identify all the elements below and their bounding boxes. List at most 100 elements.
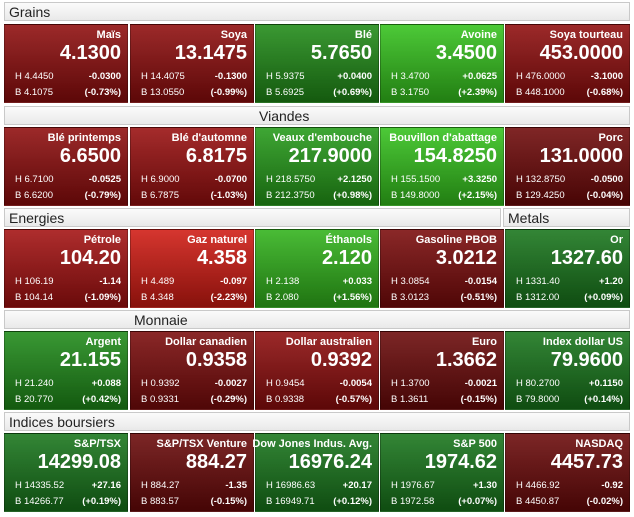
low-price: B 4450.87: [516, 496, 560, 507]
quote-tile: Argent 21.155 H 21.240 +0.088 B 20.770 (+0.42…: [4, 331, 128, 410]
high-price: H 1.3700: [391, 378, 430, 389]
percent-change: (+0.12%): [333, 496, 372, 507]
high-price: H 16986.63: [266, 480, 316, 491]
last-price: 1974.62: [424, 451, 497, 473]
last-price: 5.7650: [310, 42, 372, 64]
percent-change: (-0.15%): [460, 394, 497, 405]
section-header: Grains: [4, 2, 630, 21]
high-price: H 2.138: [266, 276, 300, 287]
last-price: 0.9358: [185, 349, 247, 371]
percent-change: (-0.15%): [210, 496, 247, 507]
quote-tile: S&P/TSX Venture 884.27 H 884.27 -1.35 B 883.…: [130, 433, 254, 512]
quote-tile: Veaux d'embouche 217.9000 H 218.5750 +2.125…: [255, 127, 379, 206]
percent-change: (-0.04%): [586, 190, 623, 201]
quote-tile: Blé printemps 6.6500 H 6.7100 -0.0525 B 6.62…: [4, 127, 128, 206]
high-price: H 0.9392: [141, 378, 180, 389]
high-price: H 3.4700: [391, 71, 430, 82]
instrument-name: Blé: [354, 29, 372, 41]
last-price: 1.3662: [435, 349, 497, 371]
section-header: Metals: [503, 208, 630, 227]
percent-change: (-0.57%): [335, 394, 372, 405]
low-price: B 104.14: [15, 292, 54, 303]
quote-tile: Soya tourteau 453.0000 H 476.0000 -3.1000 B …: [505, 24, 630, 103]
quote-tile: Dow Jones Indus. Avg. 16976.24 H 16986.63 +…: [252, 433, 379, 512]
percent-change: (-2.23%): [210, 292, 247, 303]
percent-change: (+0.69%): [333, 87, 372, 98]
instrument-name: Dow Jones Indus. Avg.: [252, 438, 372, 450]
section-header: Viandes: [4, 106, 630, 125]
low-price: B 883.57: [141, 496, 180, 507]
instrument-name: Or: [610, 234, 623, 246]
low-price: B 448.1000: [516, 87, 565, 98]
low-price: B 20.770: [15, 394, 54, 405]
low-price: B 1.3611: [391, 394, 429, 405]
price-change: +1.30: [472, 480, 497, 491]
instrument-name: Porc: [598, 132, 623, 144]
quote-tile: Avoine 3.4500 H 3.4700 +0.0625 B 3.1750 (+2.3…: [380, 24, 504, 103]
low-price: B 6.7875: [141, 190, 180, 201]
price-change: -0.0300: [88, 71, 121, 82]
last-price: 21.155: [59, 349, 121, 371]
price-change: -0.0700: [214, 174, 247, 185]
low-price: B 212.3750: [266, 190, 315, 201]
instrument-name: NASDAQ: [575, 438, 623, 450]
high-price: H 1331.40: [516, 276, 560, 287]
section-title: Indices boursiers: [9, 414, 115, 430]
price-change: -0.92: [601, 480, 623, 491]
high-price: H 21.240: [15, 378, 54, 389]
last-price: 16976.24: [288, 451, 372, 473]
last-price: 3.4500: [435, 42, 497, 64]
low-price: B 16949.71: [266, 496, 315, 507]
last-price: 4457.73: [550, 451, 623, 473]
quote-tile: Porc 131.0000 H 132.8750 -0.0500 B 129.4250 (…: [505, 127, 630, 206]
high-price: H 14335.52: [15, 480, 65, 491]
price-change: -0.1300: [214, 71, 247, 82]
high-price: H 106.19: [15, 276, 54, 287]
instrument-name: Dollar australien: [285, 336, 372, 348]
high-price: H 4466.92: [516, 480, 560, 491]
high-price: H 155.1500: [391, 174, 441, 185]
instrument-name: Argent: [85, 336, 121, 348]
low-price: B 3.0123: [391, 292, 430, 303]
percent-change: (+0.09%): [584, 292, 623, 303]
high-price: H 80.2700: [516, 378, 560, 389]
quote-tile: Index dollar US 79.9600 H 80.2700 +0.1150 B …: [505, 331, 630, 410]
last-price: 6.8175: [185, 145, 247, 167]
price-change: +3.3250: [462, 174, 497, 185]
section-header: Energies: [4, 208, 501, 227]
low-price: B 5.6925: [266, 87, 305, 98]
low-price: B 4.1075: [15, 87, 54, 98]
quote-tile: Bouvillon d'abattage 154.8250 H 155.1500 +3…: [380, 127, 504, 206]
percent-change: (-0.79%): [84, 190, 121, 201]
low-price: B 1312.00: [516, 292, 560, 303]
quote-tile: Éthanols 2.120 H 2.138 +0.033 B 2.080 (+1.56%…: [255, 229, 379, 308]
instrument-name: Gasoline PBOB: [415, 234, 497, 246]
quote-tile: Or 1327.60 H 1331.40 +1.20 B 1312.00 (+0.09%): [505, 229, 630, 308]
last-price: 131.0000: [539, 145, 623, 167]
low-price: B 149.8000: [391, 190, 440, 201]
low-price: B 1972.58: [391, 496, 435, 507]
low-price: B 129.4250: [516, 190, 565, 201]
high-price: H 4.4450: [15, 71, 54, 82]
instrument-name: Avoine: [460, 29, 497, 41]
low-price: B 2.080: [266, 292, 299, 303]
percent-change: (+0.19%): [82, 496, 121, 507]
percent-change: (-0.51%): [460, 292, 497, 303]
price-change: +0.088: [91, 378, 121, 389]
high-price: H 476.0000: [516, 71, 566, 82]
price-change: -0.097: [220, 276, 247, 287]
high-price: H 6.7100: [15, 174, 54, 185]
quote-tile: Maïs 4.1300 H 4.4450 -0.0300 B 4.1075 (-0.73%…: [4, 24, 128, 103]
low-price: B 6.6200: [15, 190, 54, 201]
last-price: 2.120: [321, 247, 372, 269]
instrument-name: Euro: [471, 336, 497, 348]
percent-change: (+0.98%): [333, 190, 372, 201]
percent-change: (-0.02%): [586, 496, 623, 507]
percent-change: (-1.03%): [210, 190, 247, 201]
last-price: 1327.60: [550, 247, 623, 269]
high-price: H 5.9375: [266, 71, 305, 82]
instrument-name: Dollar canadien: [165, 336, 247, 348]
quote-tile: S&P/TSX 14299.08 H 14335.52 +27.16 B 14266.7…: [4, 433, 128, 512]
section-title: Monnaie: [134, 312, 188, 328]
